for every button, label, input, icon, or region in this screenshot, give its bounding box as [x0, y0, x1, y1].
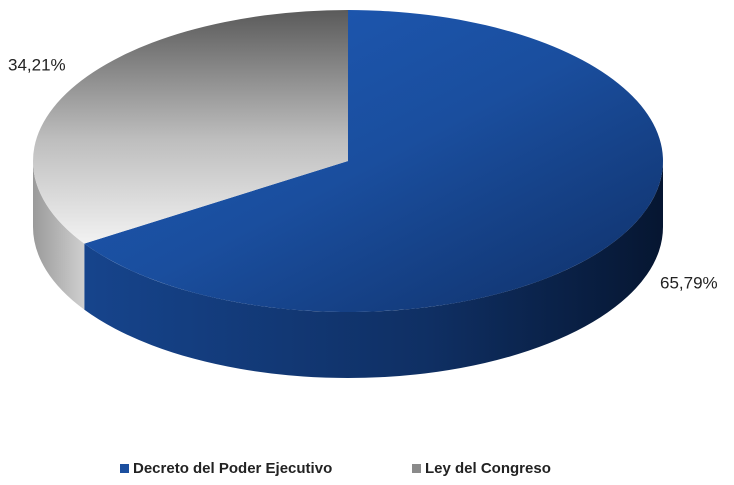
legend: Decreto del Poder Ejecutivo Ley del Cong…: [120, 460, 551, 477]
slice: [84, 10, 663, 313]
slice: [33, 10, 348, 244]
legend-label: Ley del Congreso: [425, 460, 551, 477]
value-label: 65,79%: [660, 273, 718, 292]
legend-swatch: [120, 464, 129, 473]
legend-label: Decreto del Poder Ejecutivo: [133, 460, 332, 477]
legend-swatch: [412, 464, 421, 473]
slice-side: [84, 161, 663, 378]
value-label: 34,21%: [8, 55, 66, 74]
slice-side: [33, 161, 85, 310]
